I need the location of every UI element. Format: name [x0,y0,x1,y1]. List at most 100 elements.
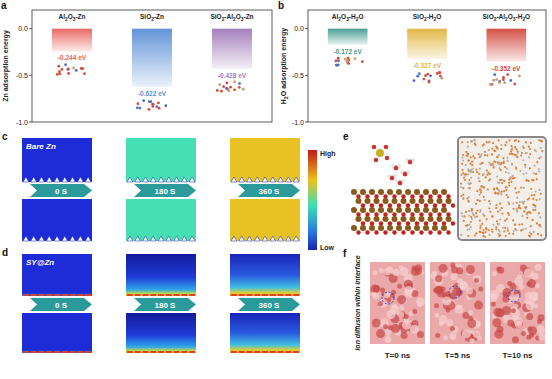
atom [419,230,423,234]
simulation-image [22,199,92,241]
deposit [150,351,156,353]
ion-marker [449,286,461,298]
dendrite [285,236,291,241]
dendrite [70,177,76,182]
time-label: 360 S [259,187,281,196]
molecule [462,194,464,196]
atom [57,65,60,68]
molecule [538,170,540,172]
molecule [494,192,496,194]
atom [414,207,420,213]
dendrite [62,236,68,241]
surface-texture [489,293,498,302]
atom [337,57,340,60]
atom [407,171,410,174]
surface-texture [378,301,383,306]
molecule [494,191,496,193]
molecule [531,219,533,221]
simulation-image [22,138,92,182]
figure: 0.0-0.5-1.0Zn adsorption energyAl2O3-Zn-… [0,0,552,379]
atom [439,71,442,74]
bar [487,29,527,62]
molecule [465,225,467,227]
atom [80,67,83,70]
text-run: O adsorption energy [280,28,288,97]
atom [392,165,395,168]
atom [72,67,75,70]
dendrite [150,236,156,241]
data-label: -0.428 eV [218,72,247,79]
molecule [514,187,516,189]
simulation-image [126,138,196,182]
atom [374,158,378,162]
surface-texture [435,275,442,282]
molecule [476,210,478,212]
molecule [533,172,535,174]
atom [387,225,393,231]
surface-texture [456,267,463,274]
deposit [135,351,141,353]
molecule [541,140,543,142]
bars [328,29,526,62]
molecule [500,144,502,146]
ion-marker [508,290,520,302]
molecule [495,226,497,228]
surface-image [430,262,485,344]
molecule [525,180,527,182]
surface-texture [449,333,456,340]
atom [432,189,438,195]
surface-texture [439,315,448,324]
deposit [174,351,180,353]
surface-texture [492,318,501,327]
atom [502,76,505,79]
molecule [460,234,462,236]
atom [383,216,389,222]
text-run: O [358,13,363,20]
molecule [478,153,480,155]
atom [410,216,416,222]
arrow [134,184,196,197]
molecule [471,140,473,142]
dendrite [189,177,195,182]
atom [384,145,388,149]
simulation-image [126,199,196,241]
molecule [474,139,476,141]
molecule [525,172,527,174]
molecule [462,198,464,200]
deposit [70,351,76,353]
tick-label: -1.0 [16,119,28,126]
molecule [539,216,541,218]
dendrite [174,177,180,182]
molecule [482,235,484,237]
molecule [508,214,510,216]
atom [136,106,139,109]
molecule [507,230,509,232]
atom [351,207,357,213]
molecule [487,188,489,190]
molecule [475,232,477,234]
dendrite [23,236,29,241]
molecule [519,170,521,172]
dendrite [278,236,284,241]
molecule [536,178,538,180]
molecule [511,163,513,165]
molecule [484,231,486,233]
atom [374,198,380,204]
molecule [536,222,538,224]
molecule [520,187,522,189]
molecule [460,186,462,188]
molecule [491,228,493,230]
surface-texture [434,303,439,308]
molecule [461,212,463,214]
surface-texture [537,319,542,324]
atom [396,207,402,213]
molecule [518,140,520,142]
molecule [480,209,482,211]
atom [360,207,366,213]
text-run: SiO [140,13,151,20]
molecule [504,144,506,146]
molecule [483,143,485,145]
category-label: SiO2-Al2O3-H2O [482,13,530,22]
surface-texture [446,319,453,326]
atom [137,102,140,105]
